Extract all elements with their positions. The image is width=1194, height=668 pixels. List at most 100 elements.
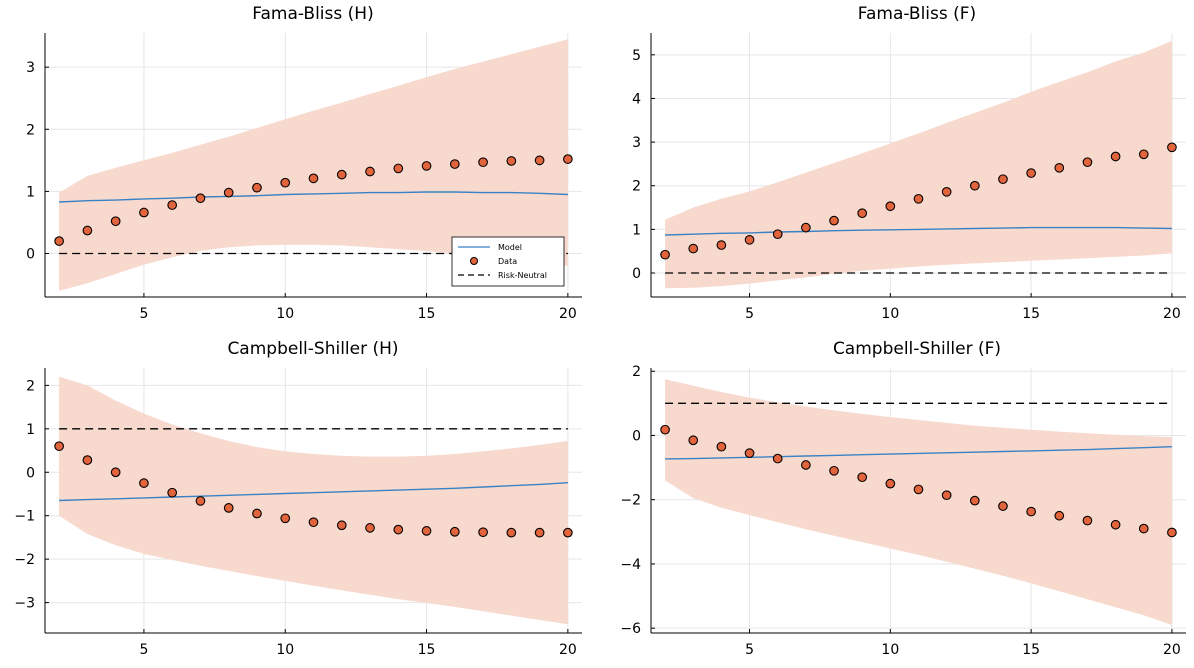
data-point [885,201,896,212]
x-tick-label: 20 [559,306,577,322]
subplot-title: Campbell-Shiller (F) [833,339,1001,359]
data-point [716,240,727,250]
data-point [744,448,755,458]
data-point [1167,142,1177,153]
y-tick-label: 2 [26,378,35,394]
y-tick-label: 2 [26,122,35,138]
data-point [772,229,783,240]
data-point [167,487,178,498]
subplot-campbell-shiller-f: Campbell-Shiller (F) 5 10 15 20 −6 −4 −2 0 2 [620,339,1186,658]
y-tick-label: −4 [620,557,641,573]
data-point [998,501,1008,511]
data-point [829,465,839,476]
x-tick-label: 10 [276,306,294,322]
data-point [885,478,896,489]
y-tick-label: 1 [632,222,641,238]
data-point [223,503,234,513]
data-point [857,208,868,219]
y-tick-label: 0 [26,465,35,481]
data-point [563,154,573,164]
data-point [167,200,178,210]
x-tick-label: 5 [139,642,148,658]
data-point [449,526,460,537]
data-point [969,180,980,191]
legend: Model Data Risk-Neutral [451,236,565,287]
y-tick-label: 0 [26,247,35,263]
x-tick-label: 15 [1022,306,1040,322]
data-point [998,174,1008,185]
subplot-title: Campbell-Shiller (H) [227,339,398,359]
data-point [1082,515,1093,526]
data-point [1054,162,1065,173]
data-point [1026,168,1036,178]
model-line [665,226,1172,236]
data-point [308,517,319,528]
data-point [365,166,375,177]
x-tick-label: 10 [881,306,899,322]
data-point [941,186,952,197]
data-point [393,524,404,535]
subplot-campbell-shiller-h: Campbell-Shiller (H) 5 10 15 20 −3 −2 −1 0 1 2 [14,339,582,658]
y-tick-label: 2 [632,179,641,195]
data-point [506,156,517,166]
data-point [1026,506,1036,517]
x-tick-label: 15 [1022,642,1040,658]
data-point [449,159,460,169]
data-point [478,527,488,538]
data-point [913,193,924,204]
x-tick-label: 20 [1163,642,1181,658]
data-point [252,508,262,519]
data-point [365,523,375,533]
data-point [506,527,517,538]
data-point [139,207,149,218]
y-tick-label: 1 [26,184,35,200]
y-tick-label: 2 [632,364,641,380]
data-point [421,161,432,171]
confidence-band [665,40,1172,289]
legend-data-swatch [470,257,478,265]
legend-data-label: Data [498,257,517,266]
confidence-band [665,379,1172,625]
data-point [1082,157,1093,168]
data-point [660,424,670,435]
data-point [801,460,811,470]
plot-area: 5 10 15 20 −3 −2 −1 0 1 2 [14,368,582,658]
data-point [1138,523,1149,534]
data-point [280,177,291,188]
data-point [660,249,670,260]
data-point [82,455,93,465]
subplot-title: Fama-Bliss (H) [252,4,373,24]
data-point [744,234,755,245]
legend-box [451,236,565,287]
data-point [1138,149,1149,160]
y-tick-label: 3 [26,60,35,76]
data-point [54,441,64,452]
y-tick-label: 4 [632,91,641,107]
data-point [308,173,319,184]
data-point [336,169,347,180]
plot-area: 5 10 15 20 −6 −4 −2 0 2 [620,364,1186,658]
data-point [110,216,121,227]
x-tick-label: 10 [276,642,294,658]
y-tick-label: −1 [14,509,35,525]
data-point [280,513,291,524]
data-point [478,157,488,168]
data-point [1110,151,1121,162]
data-point [336,520,347,531]
data-point [716,441,727,452]
y-tick-label: −3 [14,596,35,612]
data-point [772,453,783,464]
data-point [54,236,64,246]
data-point [195,496,206,506]
data-point [941,490,952,501]
y-tick-label: −2 [620,493,641,509]
data-point [913,484,924,495]
plot-area: 5 10 15 20 0 1 2 3 [26,33,582,322]
subplot-fama-bliss-f: Fama-Bliss (F) 5 10 15 20 0 1 2 3 4 5 [632,4,1186,322]
x-tick-label: 20 [559,642,577,658]
y-tick-label: 5 [632,48,641,64]
x-tick-label: 15 [418,306,436,322]
confidence-band [59,376,568,625]
y-tick-label: −2 [14,552,35,568]
data-point [110,467,121,478]
